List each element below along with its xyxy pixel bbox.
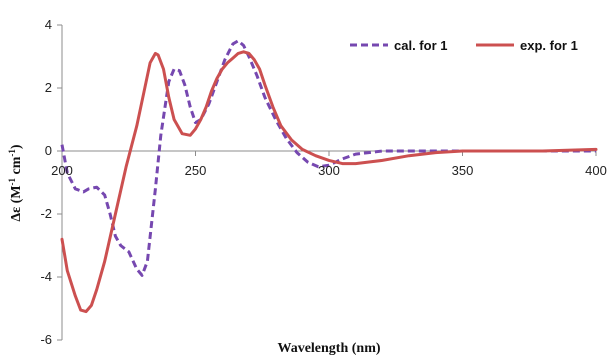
x-tick-label: 250 — [185, 163, 207, 178]
y-tick-label: -6 — [40, 332, 52, 347]
y-tick-label: 0 — [45, 143, 52, 158]
y-axis-title-sup1: -1 — [7, 177, 17, 185]
y-axis-title-main: Δε (M — [9, 185, 24, 221]
legend: cal. for 1 exp. for 1 — [350, 38, 578, 53]
axes — [57, 24, 597, 341]
series-line-cal — [60, 39, 596, 277]
y-axis-title-end: ) — [9, 144, 24, 149]
legend-label-cal: cal. for 1 — [394, 38, 447, 53]
x-tick-label: 350 — [452, 163, 474, 178]
y-axis-title-sup2: -1 — [7, 149, 17, 157]
y-axis-title: Δε (M-1 cm-1) — [7, 144, 24, 222]
y-tick-label: 4 — [45, 17, 52, 32]
series-line-exp — [60, 50, 598, 314]
x-tick-label: 300 — [318, 163, 340, 178]
legend-label-exp: exp. for 1 — [520, 38, 578, 53]
y-tick-label: -2 — [40, 206, 52, 221]
y-tick-label: -4 — [40, 269, 52, 284]
y-axis-title-mid: cm — [9, 156, 24, 178]
x-axis-title: Wavelength (nm) — [277, 341, 380, 356]
x-tick-label: 400 — [585, 163, 607, 178]
tick-labels: -6 -4 -2 0 2 4 200 250 300 350 400 — [40, 17, 606, 347]
series-layer — [60, 39, 598, 314]
x-tick-label: 200 — [51, 163, 73, 178]
y-tick-label: 2 — [45, 80, 52, 95]
